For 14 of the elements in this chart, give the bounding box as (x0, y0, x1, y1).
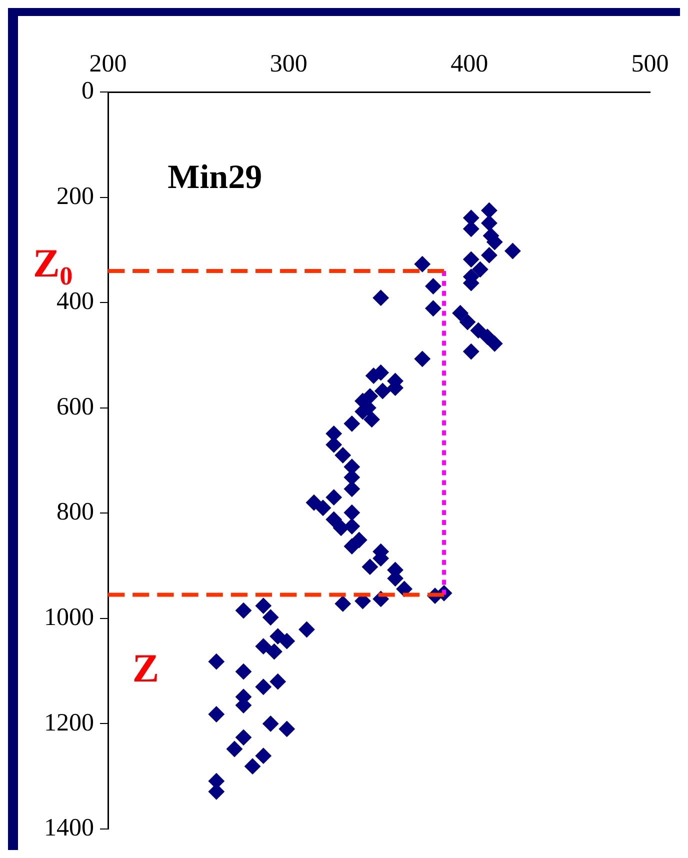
annotation: Min29 (168, 158, 262, 196)
x-tick-label: 200 (89, 50, 127, 78)
y-tick-label: 1400 (44, 814, 94, 842)
annotation: Z (132, 646, 160, 691)
x-tick-label: 400 (450, 50, 488, 78)
y-tick-label: 200 (56, 182, 94, 210)
y-tick-label: 0 (82, 78, 94, 105)
y-tick-label: 1200 (44, 709, 94, 736)
y-tick-label: 400 (56, 288, 94, 316)
y-tick-label: 600 (56, 393, 94, 420)
y-tick-label: 1000 (44, 604, 94, 631)
y-tick-label: 800 (56, 498, 94, 526)
x-tick-label: 500 (631, 50, 669, 78)
x-tick-label: 300 (270, 50, 308, 78)
